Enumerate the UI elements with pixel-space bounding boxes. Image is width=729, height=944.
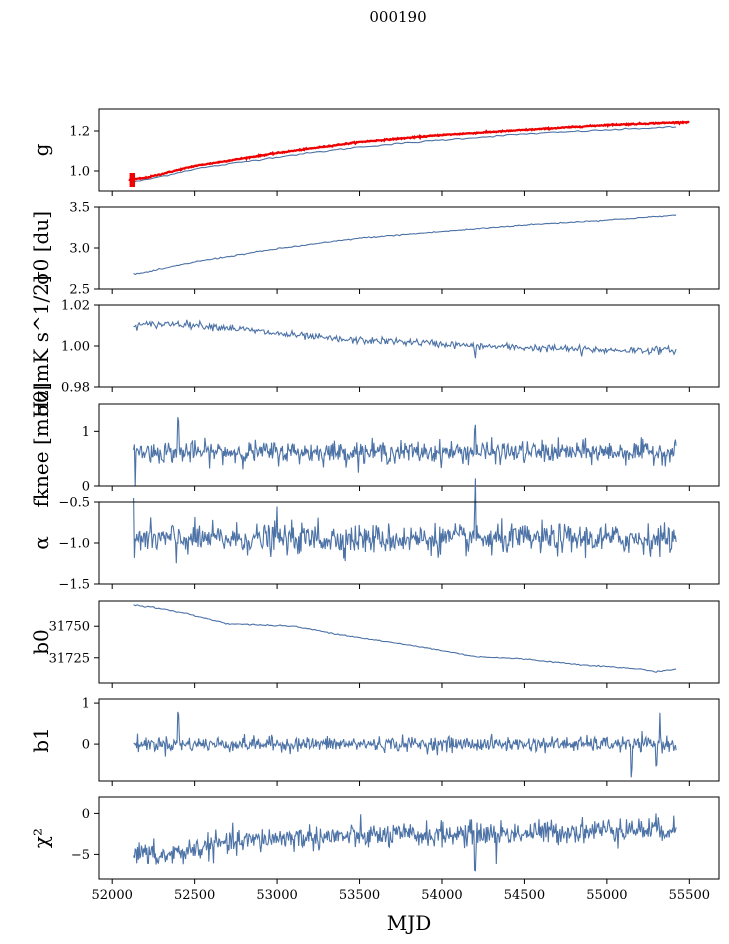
y-tick-label: 1.2	[69, 125, 90, 140]
y-tick-label: 1.0	[69, 165, 90, 180]
x-tick-label: 53500	[339, 888, 380, 903]
y-axis-label-2: σ0 [du]	[29, 211, 53, 285]
x-tick-label: 54000	[421, 888, 462, 903]
y-tick-label: −0.5	[58, 496, 90, 511]
series-line-1	[133, 125, 677, 183]
axes-frame-1	[98, 108, 720, 192]
panel-2: 2.5 3.0 3.5 σ0 [du]	[29, 201, 720, 298]
y-tick-label: 3.0	[69, 242, 90, 257]
axes-frame-4	[98, 403, 720, 487]
series-line-7	[133, 711, 677, 778]
y-axis-label-1: g	[29, 143, 53, 156]
y-axis-label-3: σ0[mK s^1/2]	[29, 275, 53, 416]
y-axis-label-7: b1	[29, 727, 53, 753]
axes-frame-6	[98, 600, 720, 684]
series-line-2	[133, 214, 677, 276]
series-line-6	[133, 604, 677, 673]
panel-7: 0 1 b1	[29, 697, 720, 786]
y-tick-label: −1.5	[58, 578, 90, 593]
x-tick-label: 55500	[669, 888, 710, 903]
x-tick-label: 52000	[92, 888, 133, 903]
figure-title: 000190	[369, 8, 426, 26]
axes-frame-8	[98, 796, 720, 880]
axes-frame-7	[98, 698, 720, 782]
y-tick-label: 2.5	[69, 283, 90, 298]
x-tick-label: 55000	[586, 888, 627, 903]
y-tick-label: 0	[82, 738, 90, 753]
series-line-4	[133, 417, 677, 487]
panel-8: −5 0 52000 52500 53000 53500 54000 54500 55000 55…	[29, 796, 720, 903]
panel-4: 0 1 fknee [mHz]	[29, 383, 720, 508]
y-tick-label: 1	[82, 425, 90, 440]
series-line-8	[133, 813, 677, 872]
panels-group: 1.0 1.2 g 2.5 3.0 3.5 σ0 [du] 0.98 1.00 1.02 σ0[mK…	[29, 108, 720, 903]
y-axis-label-5: α	[29, 536, 53, 550]
panel-5: −1.5 −1.0 −0.5 α	[29, 478, 720, 593]
y-tick-label: 0.98	[61, 381, 90, 396]
axes-frame-3	[98, 304, 720, 388]
series-line-5	[133, 478, 677, 564]
x-axis-label: MJD	[387, 911, 432, 935]
overlay-series-line-1	[128, 120, 690, 182]
y-tick-label: 1.02	[61, 299, 90, 314]
y-tick-label: 1.00	[61, 340, 90, 355]
x-tick-label: 53000	[256, 888, 297, 903]
panel-3: 0.98 1.00 1.02 σ0[mK s^1/2]	[29, 275, 720, 417]
y-tick-label: −1.0	[58, 537, 90, 552]
x-tick-label: 52500	[174, 888, 215, 903]
y-tick-label: 3.5	[69, 201, 90, 216]
y-tick-label: 31750	[49, 620, 90, 635]
y-tick-label: 0	[82, 807, 90, 822]
y-axis-label-8: χ²	[29, 828, 53, 848]
y-tick-label: 31725	[49, 651, 90, 666]
y-tick-label: −5	[71, 848, 90, 863]
x-tick-label: 54500	[504, 888, 545, 903]
y-axis-label-4: fknee [mHz]	[29, 383, 53, 508]
series-line-3	[133, 319, 677, 359]
y-tick-label: 0	[82, 480, 90, 495]
y-tick-label: 1	[82, 697, 90, 712]
y-axis-label-6: b0	[29, 629, 53, 655]
panel-1: 1.0 1.2 g	[29, 108, 720, 196]
